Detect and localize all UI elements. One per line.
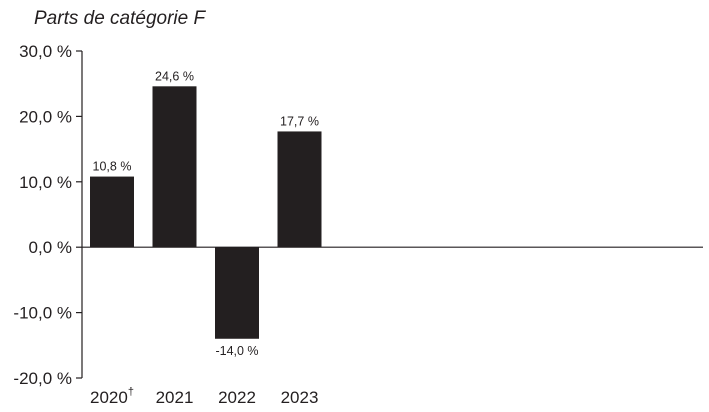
bar-2022	[215, 247, 259, 339]
data-label-2021: 24,6 %	[155, 69, 194, 83]
y-tick-label: 10,0 %	[19, 173, 72, 192]
x-tick-label-2022: 2022	[218, 388, 256, 407]
chart-title: Parts de catégorie F	[34, 8, 206, 29]
x-tick-label-2021: 2021	[156, 388, 194, 407]
x-tick-label-2023: 2023	[281, 388, 319, 407]
x-axis-tick-labels: 2020† 2021 2022 2023	[90, 386, 318, 407]
bar-2021	[152, 86, 197, 248]
x-tick-label-2020: 2020†	[90, 386, 134, 407]
y-tick-label: -20,0 %	[13, 369, 72, 388]
bar-2020	[90, 176, 134, 248]
y-tick-label: 30,0 %	[19, 42, 72, 61]
data-label-2020: 10,8 %	[93, 160, 132, 174]
data-label-2022: -14,0 %	[215, 344, 258, 358]
y-tick-label: 20,0 %	[19, 107, 72, 126]
data-labels: 10,8 % 24,6 % -14,0 % 17,7 %	[93, 69, 319, 357]
data-label-2023: 17,7 %	[280, 114, 319, 128]
bar-2023	[277, 131, 322, 248]
y-tick-label: -10,0 %	[13, 304, 72, 323]
bars	[90, 86, 322, 339]
y-tick-label: 0,0 %	[29, 238, 72, 257]
y-axis-tick-labels: 30,0 % 20,0 % 10,0 % 0,0 % -10,0 % -20,0 %	[13, 42, 82, 388]
